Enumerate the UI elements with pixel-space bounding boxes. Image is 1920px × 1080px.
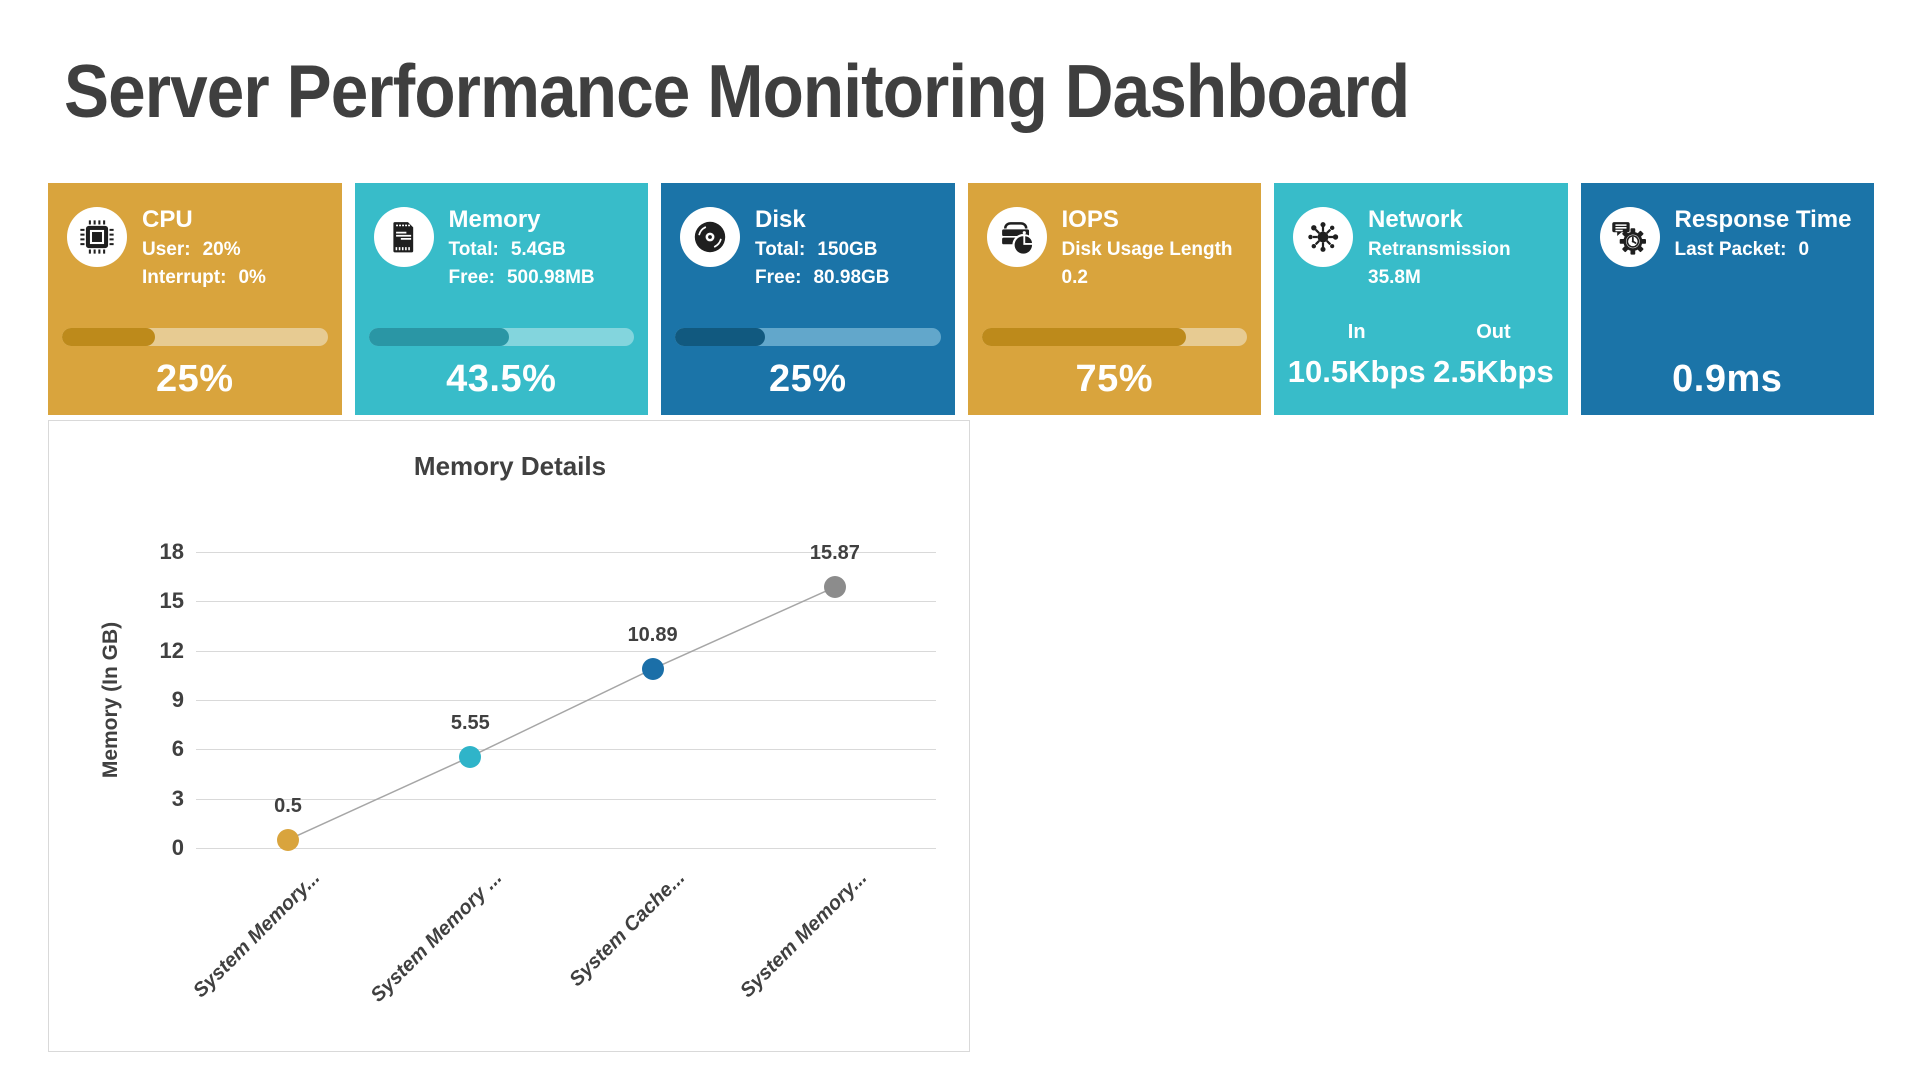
disk-progress-fill <box>675 328 766 346</box>
cpu-percent-value: 25% <box>155 358 234 400</box>
network-in-value: 10.5Kbps <box>1287 354 1426 389</box>
card-title: Memory <box>448 206 541 233</box>
disk-free-row: Free: 80.98GB <box>755 267 890 289</box>
data-point-label: 10.89 <box>627 623 678 646</box>
memory-details-chart: Memory Details Memory (In GB) 0 3 6 9 12 15 18… <box>48 420 970 1052</box>
y-axis-tick: 12 <box>159 637 184 663</box>
iops-card-text: IOPS Disk Usage Length 0.2 <box>1061 206 1233 289</box>
network-hub-icon <box>1293 207 1353 267</box>
response-last-packet-row: Last Packet: 0 <box>1674 239 1810 261</box>
chart-title: Memory Details <box>413 451 607 481</box>
data-point <box>823 576 846 599</box>
cpu-card-header: CPU User: 20% Interrupt: 0% <box>48 183 342 289</box>
iops-value-row: 0.2 <box>1061 267 1088 289</box>
cpu-progress-track <box>62 328 328 346</box>
gridline <box>196 798 936 800</box>
network-in-label: In <box>1347 321 1366 343</box>
memory-progress-fill <box>368 328 510 346</box>
kpi-card-disk: Disk Total: 150GB Free: 80.98GB 25% <box>661 183 955 415</box>
gridline <box>196 749 936 751</box>
iops-percent-value: 75% <box>1075 358 1154 400</box>
card-title: Response Time <box>1674 206 1852 233</box>
kpi-card-network: Network Retransmission 35.8M In 10.5Kbps… <box>1274 183 1568 415</box>
data-point <box>641 657 664 680</box>
series-line <box>287 586 836 841</box>
gridline <box>196 601 936 603</box>
disk-icon <box>680 207 740 267</box>
network-out-label: Out <box>1476 321 1511 343</box>
kpi-card-response-time: Response Time Last Packet: 0 0.9ms <box>1580 183 1875 415</box>
y-axis-tick: 15 <box>159 588 184 614</box>
card-title: CPU <box>142 206 193 233</box>
card-title: IOPS <box>1061 206 1119 233</box>
kpi-card-iops: IOPS Disk Usage Length 0.2 75% <box>967 183 1262 415</box>
kpi-card-row: CPU User: 20% Interrupt: 0% 25% <box>48 183 1874 415</box>
network-card-header: Network Retransmission 35.8M <box>1274 183 1568 289</box>
disk-progress-track <box>675 328 941 346</box>
gridline <box>196 552 936 553</box>
y-axis-tick: 18 <box>159 539 184 564</box>
network-metric-row: Retransmission <box>1368 239 1511 261</box>
memory-card-text: Memory Total: 5.4GB Free: 500.98MB <box>448 206 595 289</box>
y-axis-tick: 3 <box>171 785 184 811</box>
cpu-chip-icon <box>67 207 127 267</box>
disk-card-text: Disk Total: 150GB Free: 80.98GB <box>755 206 890 289</box>
cpu-progress-fill <box>62 328 155 346</box>
network-card-text: Network Retransmission 35.8M <box>1368 206 1511 289</box>
network-in-column: In 10.5Kbps <box>1288 321 1426 390</box>
memory-card-icon <box>373 207 434 267</box>
y-axis-tick: 6 <box>171 736 184 762</box>
iops-progress-track <box>981 328 1247 346</box>
data-point-label: 15.87 <box>809 542 860 565</box>
memory-progress-track <box>368 328 634 346</box>
y-axis-tick: 9 <box>171 687 184 712</box>
data-point-label: 0.5 <box>274 794 302 817</box>
memory-card-header: Memory Total: 5.4GB Free: 500.98MB <box>355 183 649 289</box>
response-time-value: 0.9ms <box>1672 358 1783 400</box>
gear-clock-icon <box>1599 207 1660 267</box>
memory-total-row: Total: 5.4GB <box>448 239 566 261</box>
memory-free-row: Free: 500.98MB <box>448 267 595 289</box>
gridline <box>196 848 936 849</box>
network-out-column: Out 2.5Kbps <box>1433 321 1554 390</box>
kpi-card-cpu: CPU User: 20% Interrupt: 0% 25% <box>48 183 342 415</box>
data-point <box>277 828 299 851</box>
disk-card-header: Disk Total: 150GB Free: 80.98GB <box>661 183 955 289</box>
y-axis-tick: 0 <box>171 835 184 860</box>
data-point-label: 5.55 <box>450 711 490 734</box>
disk-total-row: Total: 150GB <box>755 239 878 261</box>
cpu-user-row: User: 20% <box>142 239 241 261</box>
data-point <box>459 745 482 768</box>
drive-pie-icon <box>986 207 1047 267</box>
network-out-value: 2.5Kbps <box>1433 354 1554 389</box>
network-value-row: 35.8M <box>1368 267 1421 289</box>
gridline <box>196 700 936 701</box>
iops-metric-row: Disk Usage Length <box>1061 239 1233 261</box>
network-in-out: In 10.5Kbps Out 2.5Kbps <box>1274 321 1568 390</box>
disk-percent-value: 25% <box>768 358 847 400</box>
memory-percent-value: 43.5% <box>446 358 557 400</box>
iops-card-header: IOPS Disk Usage Length 0.2 <box>968 183 1262 289</box>
kpi-card-memory: Memory Total: 5.4GB Free: 500.98MB 43.5% <box>354 183 649 415</box>
gridline <box>196 650 936 652</box>
cpu-interrupt-row: Interrupt: 0% <box>142 267 266 289</box>
cpu-card-text: CPU User: 20% Interrupt: 0% <box>142 206 266 289</box>
response-card-header: Response Time Last Packet: 0 <box>1581 183 1875 267</box>
card-title: Disk <box>755 206 806 233</box>
response-card-text: Response Time Last Packet: 0 <box>1674 206 1852 261</box>
card-title: Network <box>1368 206 1463 233</box>
page-title: Server Performance Monitoring Dashboard <box>64 49 1410 133</box>
iops-progress-fill <box>981 328 1186 346</box>
